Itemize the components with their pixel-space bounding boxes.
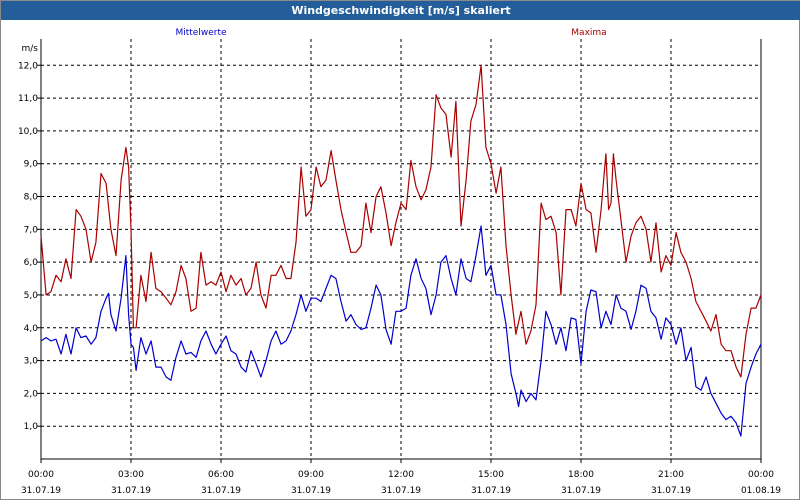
series-line-max bbox=[40, 64, 762, 378]
x-tick-time-label: 00:00 bbox=[748, 470, 774, 480]
x-tick-date-label: 31.07.19 bbox=[561, 486, 601, 496]
x-tick-time-label: 09:00 bbox=[298, 470, 324, 480]
x-tick-time-label: 00:00 bbox=[28, 470, 54, 480]
y-axis-unit-label: m/s bbox=[22, 44, 39, 54]
x-tick-date-label: 31.07.19 bbox=[21, 486, 61, 496]
y-tick-label: 12,0 bbox=[18, 61, 38, 71]
y-tick-label: 3,0 bbox=[24, 357, 39, 367]
x-tick-time-label: 03:00 bbox=[118, 470, 144, 480]
x-tick-time-label: 15:00 bbox=[478, 470, 504, 480]
y-tick-label: 1,0 bbox=[24, 422, 39, 432]
y-tick-label: 7,0 bbox=[24, 225, 39, 235]
x-tick-date-label: 31.07.19 bbox=[381, 486, 421, 496]
x-tick-date-label: 31.07.19 bbox=[291, 486, 331, 496]
x-tick-time-label: 06:00 bbox=[208, 470, 234, 480]
x-tick-date-label: 31.07.19 bbox=[111, 486, 151, 496]
y-tick-label: 6,0 bbox=[24, 258, 39, 268]
x-tick-time-label: 18:00 bbox=[568, 470, 594, 480]
x-tick-date-label: 01.08.19 bbox=[741, 486, 781, 496]
y-tick-label: 9,0 bbox=[24, 160, 39, 170]
y-tick-label: 4,0 bbox=[24, 324, 39, 334]
y-tick-label: 11,0 bbox=[18, 94, 38, 104]
y-tick-label: 10,0 bbox=[18, 127, 38, 137]
legend-label-max: Maxima bbox=[571, 28, 606, 38]
x-tick-date-label: 31.07.19 bbox=[471, 486, 511, 496]
y-tick-label: 5,0 bbox=[24, 291, 39, 301]
series-line-mean bbox=[40, 225, 762, 437]
legend-label-mean: Mittelwerte bbox=[175, 28, 226, 38]
y-tick-label: 8,0 bbox=[24, 193, 39, 203]
x-tick-date-label: 31.07.19 bbox=[651, 486, 691, 496]
y-tick-label: 2,0 bbox=[24, 389, 39, 399]
x-tick-time-label: 21:00 bbox=[658, 470, 684, 480]
x-tick-time-label: 12:00 bbox=[388, 470, 414, 480]
x-tick-date-label: 31.07.19 bbox=[201, 486, 241, 496]
chart-title: Windgeschwindigkeit [m/s] skaliert bbox=[1, 1, 800, 20]
